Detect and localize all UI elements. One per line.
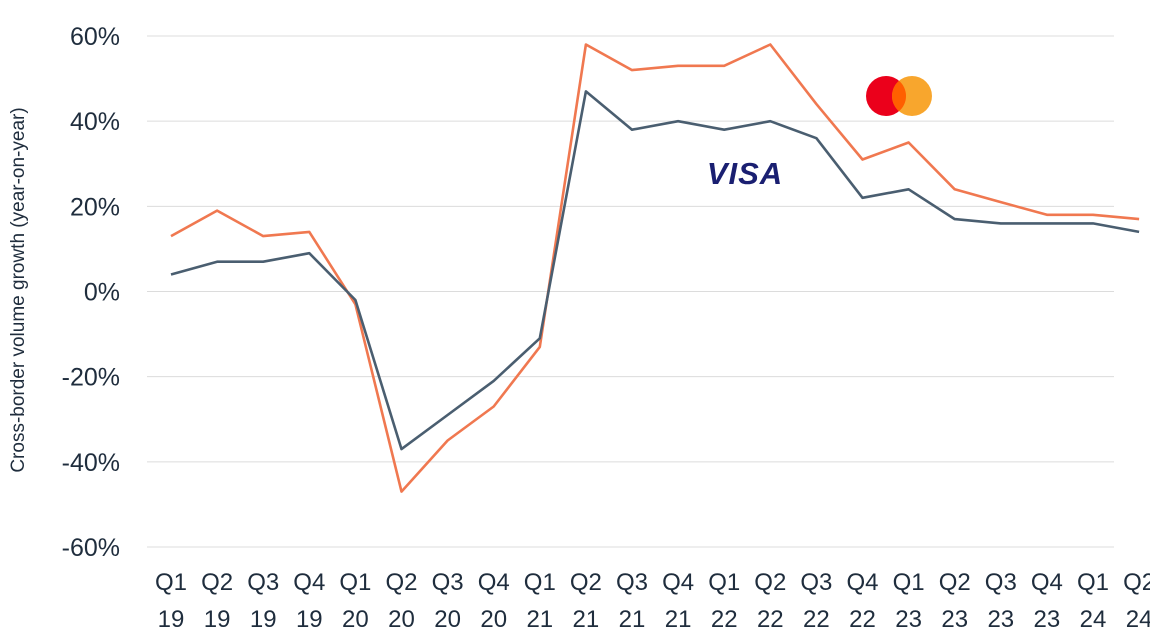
- series-lines: [170, 43, 1140, 493]
- y-axis-ticks: -60% -40% -20% 0% 20% 40% 60%: [62, 23, 120, 562]
- x-tick-label: Q3 19: [247, 569, 279, 633]
- y-axis-label: Cross-border volume growth (year-on-year…: [8, 107, 29, 472]
- x-tick-label: Q2 20: [385, 569, 417, 633]
- y-tick-label: -20%: [62, 364, 120, 392]
- x-tick-label: Q1 24: [1077, 569, 1109, 633]
- x-tick-label: Q1 22: [708, 569, 740, 633]
- y-tick-label: -40%: [62, 449, 120, 477]
- y-tick-label: 20%: [70, 193, 120, 221]
- y-tick-label: -60%: [62, 534, 120, 562]
- x-tick-label: Q1 19: [155, 569, 187, 633]
- gridlines: [147, 35, 1114, 548]
- x-tick-label: Q4 23: [1031, 569, 1063, 633]
- x-tick-label: Q2 24: [1123, 569, 1150, 633]
- series-line-visa: [170, 90, 1140, 451]
- x-tick-label: Q3 21: [616, 569, 648, 633]
- series-line-mastercard: [170, 43, 1140, 493]
- x-tick-label: Q3 22: [800, 569, 832, 633]
- x-tick-label: Q4 20: [478, 569, 510, 633]
- x-tick-label: Q1 23: [893, 569, 925, 633]
- x-tick-label: Q4 21: [662, 569, 694, 633]
- x-tick-label: Q1 20: [339, 569, 371, 633]
- x-tick-label: Q2 19: [201, 569, 233, 633]
- x-tick-label: Q1 21: [524, 569, 556, 633]
- x-axis-ticks: Q1 19 Q2 19 Q3 19 Q4 19 Q1 20 Q2 20 Q3 20 Q4 20 Q1 21 Q2 21…: [155, 569, 1150, 633]
- x-tick-label: Q2 21: [570, 569, 602, 633]
- y-tick-label: 40%: [70, 108, 120, 136]
- x-tick-label: Q3 23: [985, 569, 1017, 633]
- x-tick-label: Q4 19: [293, 569, 325, 633]
- visa-logo: VISA: [707, 156, 783, 191]
- x-tick-label: Q4 22: [846, 569, 878, 633]
- mastercard-overlap: [891, 80, 907, 112]
- y-tick-label: 0%: [84, 279, 120, 307]
- mastercard-logo: [866, 76, 932, 116]
- x-tick-label: Q3 20: [432, 569, 464, 633]
- x-tick-label: Q2 22: [754, 569, 786, 633]
- y-tick-label: 60%: [70, 23, 120, 51]
- x-tick-label: Q2 23: [939, 569, 971, 633]
